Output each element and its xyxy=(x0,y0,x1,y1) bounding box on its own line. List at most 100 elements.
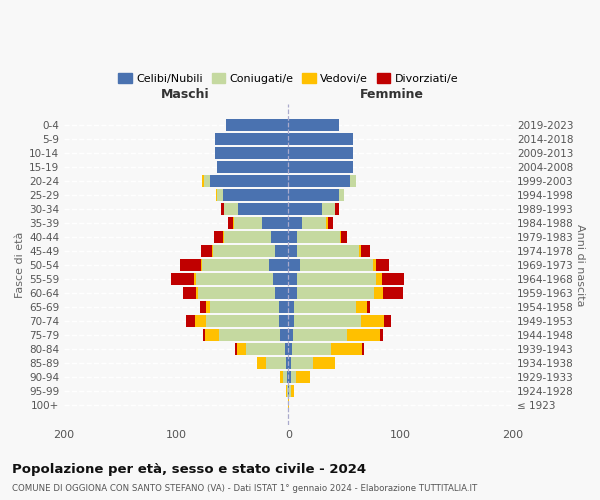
Bar xyxy=(215,133,288,144)
Bar xyxy=(195,315,206,326)
Bar xyxy=(288,371,290,382)
Bar xyxy=(236,343,245,354)
Bar xyxy=(288,301,294,312)
Bar xyxy=(296,371,310,382)
Text: Popolazione per età, sesso e stato civile - 2024: Popolazione per età, sesso e stato civil… xyxy=(12,462,366,475)
Bar xyxy=(290,357,313,368)
Bar xyxy=(286,357,288,368)
Bar xyxy=(288,231,297,242)
Bar xyxy=(288,119,339,130)
Bar xyxy=(362,343,364,354)
Bar xyxy=(233,217,235,228)
Bar xyxy=(288,147,353,158)
Bar xyxy=(186,315,195,326)
Bar xyxy=(235,217,262,228)
Bar xyxy=(288,357,290,368)
Bar xyxy=(326,217,328,228)
Bar xyxy=(213,245,275,256)
Bar xyxy=(293,329,347,340)
Bar xyxy=(331,343,362,354)
Bar xyxy=(215,147,288,158)
Bar xyxy=(280,329,288,340)
Bar xyxy=(212,245,213,256)
Bar xyxy=(374,287,383,298)
Bar xyxy=(288,315,294,326)
Bar xyxy=(202,259,269,270)
Bar xyxy=(200,301,206,312)
Bar xyxy=(257,357,266,368)
Bar xyxy=(288,203,322,214)
Bar xyxy=(376,273,382,284)
Bar xyxy=(196,273,272,284)
Bar xyxy=(271,231,288,242)
Bar xyxy=(283,371,287,382)
Bar xyxy=(196,287,199,298)
Bar xyxy=(280,371,283,382)
Bar xyxy=(288,217,302,228)
Bar xyxy=(288,133,353,144)
Bar xyxy=(328,217,333,228)
Bar xyxy=(297,245,359,256)
Bar xyxy=(289,385,290,396)
Bar xyxy=(288,287,297,298)
Bar xyxy=(206,301,209,312)
Bar xyxy=(285,343,288,354)
Bar xyxy=(367,301,370,312)
Bar xyxy=(205,329,218,340)
Bar xyxy=(200,245,212,256)
Bar xyxy=(218,329,280,340)
Bar xyxy=(235,343,236,354)
Bar xyxy=(275,245,288,256)
Bar xyxy=(279,301,288,312)
Bar xyxy=(203,329,205,340)
Bar xyxy=(288,259,299,270)
Bar xyxy=(356,301,367,312)
Bar xyxy=(380,329,383,340)
Bar xyxy=(287,371,288,382)
Bar xyxy=(266,357,286,368)
Bar xyxy=(376,259,389,270)
Bar xyxy=(288,385,289,396)
Bar xyxy=(217,189,223,200)
Bar xyxy=(288,161,353,172)
Bar xyxy=(194,273,196,284)
Bar xyxy=(302,217,326,228)
Bar xyxy=(288,175,350,186)
Bar xyxy=(297,287,374,298)
Bar xyxy=(297,231,340,242)
Text: Femmine: Femmine xyxy=(359,88,424,102)
Bar xyxy=(181,259,200,270)
Bar xyxy=(217,161,288,172)
Bar xyxy=(313,357,335,368)
Bar xyxy=(200,259,202,270)
Bar xyxy=(206,315,279,326)
Bar xyxy=(294,301,356,312)
Y-axis label: Fasce di età: Fasce di età xyxy=(15,232,25,298)
Bar xyxy=(288,273,297,284)
Bar xyxy=(238,203,288,214)
Bar xyxy=(361,245,370,256)
Bar xyxy=(288,329,293,340)
Bar xyxy=(288,245,297,256)
Bar xyxy=(384,315,391,326)
Bar xyxy=(221,203,224,214)
Bar xyxy=(286,385,287,396)
Bar xyxy=(341,231,347,242)
Bar xyxy=(202,175,204,186)
Bar xyxy=(290,385,294,396)
Bar xyxy=(226,119,288,130)
Bar xyxy=(299,259,373,270)
Bar xyxy=(287,385,288,396)
Bar xyxy=(347,329,380,340)
Bar xyxy=(383,287,403,298)
Bar xyxy=(335,203,339,214)
Bar xyxy=(339,189,344,200)
Bar xyxy=(294,315,361,326)
Bar xyxy=(223,189,288,200)
Bar xyxy=(209,301,279,312)
Bar xyxy=(359,245,361,256)
Bar xyxy=(288,343,292,354)
Bar xyxy=(227,217,233,228)
Bar xyxy=(245,343,285,354)
Bar xyxy=(322,203,335,214)
